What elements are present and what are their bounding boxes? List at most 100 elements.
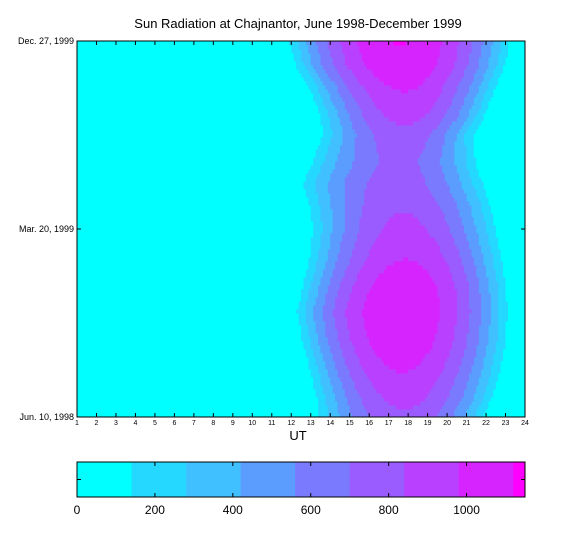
heatmap-cell [330,237,343,242]
heatmap-cell [310,105,319,110]
heatmap-cell [469,313,482,318]
heatmap-cell [476,193,487,198]
heatmap-cell [347,397,363,402]
heatmap-cell [469,373,482,378]
heatmap-cell [325,293,338,298]
heatmap-cell [386,265,424,270]
heatmap-cell [322,65,336,70]
heatmap-cell [354,245,372,250]
heatmap-cell [337,289,353,294]
heatmap-cell [461,181,472,186]
heatmap-cell [469,169,480,174]
heatmap-cell [376,389,431,394]
heatmap-cell [344,57,363,62]
heatmap-cell [505,329,514,334]
colorbar-tick-label: 800 [379,503,399,517]
heatmap-cell [313,277,321,282]
heatmap-cell [473,221,487,226]
heatmap-cell [369,249,441,254]
heatmap-cell [464,141,475,146]
heatmap-cell [405,41,443,46]
heatmap-cell [308,169,321,174]
heatmap-cell [303,253,312,258]
heatmap-cell [357,101,375,106]
heatmap-cell [322,309,333,314]
heatmap-cell [454,141,465,146]
heatmap-cell [301,57,312,62]
heatmap-cell [315,41,329,46]
heatmap-cell [500,249,506,254]
heatmap-cell [303,185,316,190]
heatmap-cell [327,257,338,262]
heatmap-cell [456,49,472,54]
heatmap-cell [481,81,489,86]
heatmap-cell [305,229,314,234]
heatmap-cell [454,409,467,414]
heatmap-cell [318,49,331,54]
heatmap-cell [481,309,492,314]
heatmap-cell [498,53,509,58]
heatmap-cell [434,197,455,202]
heatmap-cell [339,249,353,254]
heatmap-cell [500,49,509,54]
heatmap-cell [330,177,346,182]
colorbar-swatch [240,462,296,497]
heatmap-cell [320,345,331,350]
heatmap-cell [310,401,319,406]
heatmap-cell [357,277,377,282]
heatmap-cell [493,253,501,258]
heatmap-cell [344,217,360,222]
heatmap-cell [305,317,314,322]
heatmap-cell [439,249,460,254]
heatmap-cell [322,161,336,166]
heatmap-cell [366,373,441,378]
heatmap-cell [439,245,458,250]
y-axis: Jun. 10, 1998 Mar. 20, 1999 Dec. 27, 1999 [18,36,525,422]
heatmap-cell [330,93,341,98]
heatmap-cell [478,277,489,282]
colorbar-axis: 0 200 400 600 800 1000 [74,462,525,517]
heatmap-cell [357,353,377,358]
heatmap-cell [459,113,470,118]
heatmap-cell [296,333,302,338]
heatmap-cell [313,309,324,314]
heatmap-cell [459,109,470,114]
heatmap-cell [313,413,319,418]
heatmap-cell [486,265,494,270]
heatmap-cell [466,233,480,238]
heatmap-cell [310,209,321,214]
heatmap-cell [296,309,307,314]
heatmap-cell [456,317,470,322]
heatmap-cell [322,389,333,394]
heatmap-cell [318,201,331,206]
heatmap-cell [366,121,397,126]
heatmap-cell [466,165,477,170]
heatmap-cell [310,405,319,410]
heatmap-cell [344,229,360,234]
heatmap-cell [327,113,338,118]
heatmap-cell [486,225,497,230]
heatmap-cell [498,57,506,62]
heatmap-cell [503,353,509,358]
heatmap-cell [305,217,312,222]
heatmap-cell [439,49,458,54]
heatmap-cell [488,281,499,286]
heatmap-cell [498,325,506,330]
heatmap-cell [332,313,346,318]
heatmap-cell [310,337,319,342]
heatmap-cell [305,81,316,86]
heatmap-cell [471,45,482,50]
heatmap-cell [296,177,307,182]
heatmap-cell [378,233,431,238]
heatmap-cell [310,213,321,218]
heatmap-cell [293,297,302,302]
y-tick-label: Jun. 10, 1998 [19,412,74,422]
heatmap-cell [456,137,465,142]
heatmap-cell [308,325,316,330]
heatmap-cell [303,181,316,186]
heatmap-cell [325,297,336,302]
x-tick-label: 3 [114,420,118,427]
heatmap-cell [318,145,329,150]
heatmap-cell [337,157,355,162]
heatmap-cell [330,125,343,130]
